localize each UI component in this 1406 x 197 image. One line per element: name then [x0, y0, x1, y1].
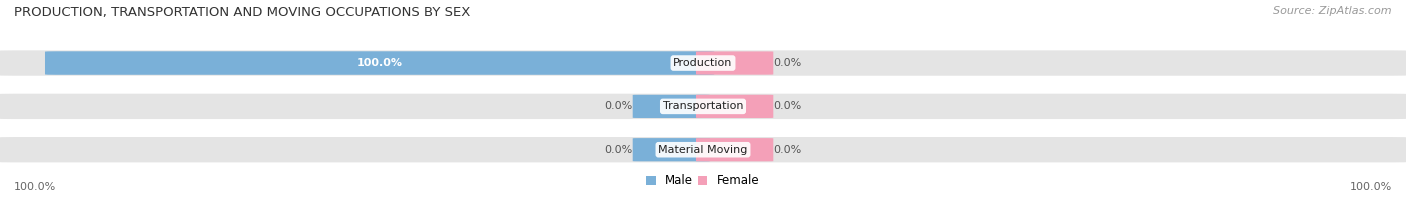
FancyBboxPatch shape — [45, 51, 714, 75]
Text: 0.0%: 0.0% — [605, 101, 633, 111]
FancyBboxPatch shape — [633, 95, 710, 118]
Text: 0.0%: 0.0% — [773, 58, 801, 68]
FancyBboxPatch shape — [0, 94, 1406, 119]
Text: 100.0%: 100.0% — [357, 58, 402, 68]
Text: Transportation: Transportation — [662, 101, 744, 111]
Text: 100.0%: 100.0% — [1350, 182, 1392, 192]
FancyBboxPatch shape — [0, 50, 1406, 76]
FancyBboxPatch shape — [0, 137, 1406, 162]
Text: Source: ZipAtlas.com: Source: ZipAtlas.com — [1274, 6, 1392, 16]
Text: Production: Production — [673, 58, 733, 68]
Text: 100.0%: 100.0% — [14, 182, 56, 192]
FancyBboxPatch shape — [696, 51, 773, 75]
Text: PRODUCTION, TRANSPORTATION AND MOVING OCCUPATIONS BY SEX: PRODUCTION, TRANSPORTATION AND MOVING OC… — [14, 6, 471, 19]
FancyBboxPatch shape — [696, 138, 773, 161]
Legend: Male, Female: Male, Female — [647, 174, 759, 187]
Text: 0.0%: 0.0% — [773, 101, 801, 111]
Text: Material Moving: Material Moving — [658, 145, 748, 155]
Text: 0.0%: 0.0% — [605, 145, 633, 155]
FancyBboxPatch shape — [696, 95, 773, 118]
Text: 0.0%: 0.0% — [773, 145, 801, 155]
FancyBboxPatch shape — [633, 138, 710, 161]
